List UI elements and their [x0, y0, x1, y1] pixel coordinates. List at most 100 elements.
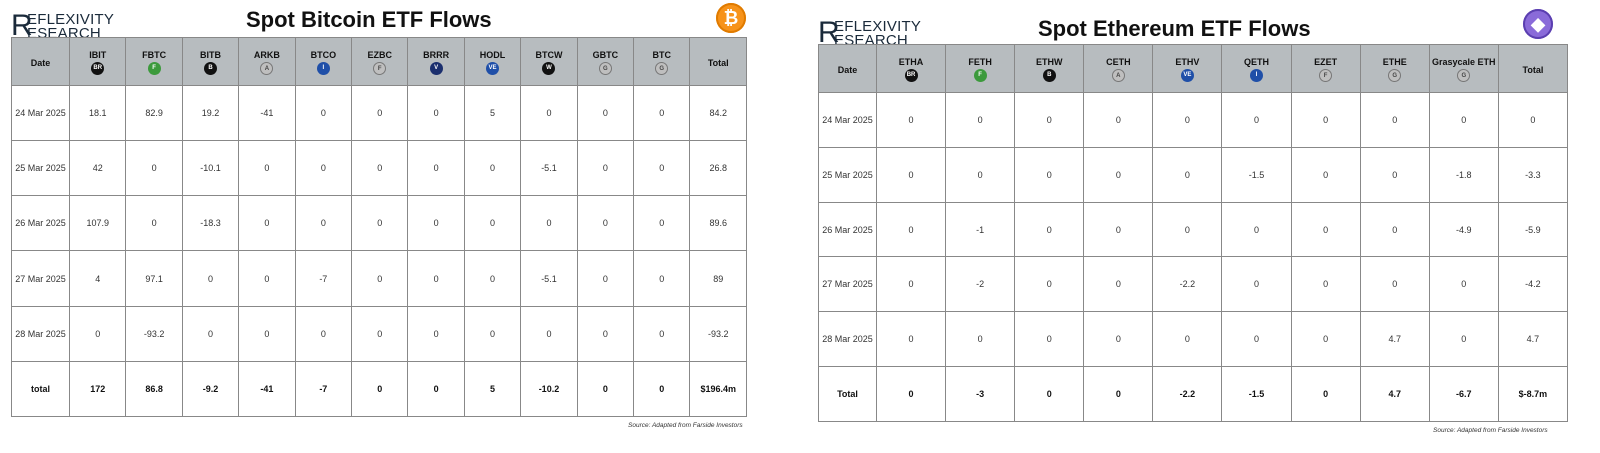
flow-value-cell: 4.7	[1359, 366, 1430, 422]
column-label: BTC	[652, 50, 672, 60]
fund-logo-icon: F	[973, 69, 987, 82]
flow-value-cell: -1.8	[1428, 146, 1499, 203]
flow-value-cell: -93.2	[125, 305, 183, 362]
column-label: QETH	[1244, 57, 1270, 67]
flow-value-cell: -10.2	[520, 360, 578, 418]
flow-value-cell: 0	[576, 305, 635, 362]
column-header-arkb: ARKB A	[238, 37, 296, 86]
row-label-cell: 26 Mar 2025	[818, 201, 877, 258]
column-label: IBIT	[89, 50, 107, 60]
fund-logo-icon: F	[147, 62, 161, 75]
flow-value-cell: 0	[875, 256, 947, 313]
flow-value-cell: -5.1	[520, 140, 578, 197]
fund-logo-icon: I	[316, 62, 330, 75]
flow-value-cell: 0	[633, 250, 691, 307]
flow-value-cell: -4.9	[1428, 201, 1499, 258]
column-label: ETHE	[1382, 57, 1407, 67]
row-label-cell: 27 Mar 2025	[11, 250, 70, 307]
flow-value-cell: 0	[351, 84, 409, 142]
flow-value-cell: 0	[1290, 146, 1361, 203]
flow-value-cell: 0	[294, 195, 353, 252]
flow-value-cell: 0	[1290, 92, 1361, 148]
flow-value-cell: -41	[238, 84, 296, 142]
flow-value-cell: -93.2	[689, 305, 747, 362]
table-row: 28 Mar 2025 0 0 0 0 0 0 0 4.7 0 4.7	[818, 311, 1569, 368]
row-label-cell: 24 Mar 2025	[818, 92, 877, 148]
flow-value-cell: 0	[875, 366, 947, 422]
flow-value-cell: 0	[407, 84, 465, 142]
fund-logo-icon: A	[260, 62, 274, 75]
flow-value-cell: 0	[1014, 201, 1085, 258]
table-row: 27 Mar 2025 0 -2 0 0 -2.2 0 0 0 0 -4.2	[818, 256, 1569, 313]
flow-value-cell: 0	[520, 84, 578, 142]
column-label: FETH	[968, 57, 992, 67]
fund-logo-icon: BR	[91, 62, 105, 75]
fund-logo-icon: W	[542, 62, 556, 75]
column-label: EZBC	[367, 50, 392, 60]
flow-value-cell: 4	[68, 250, 127, 307]
row-label-cell: 27 Mar 2025	[818, 256, 877, 313]
flow-value-cell: 0	[407, 140, 465, 197]
flow-value-cell: 0	[1359, 92, 1430, 148]
flow-value-cell: 0	[351, 195, 409, 252]
column-label: CETH	[1106, 57, 1131, 67]
fund-logo-icon: BR	[904, 69, 918, 82]
flow-value-cell: 0	[520, 305, 578, 362]
column-header-ethw: ETHW B	[1014, 44, 1085, 93]
table-row: 25 Mar 2025 0 0 0 0 0 -1.5 0 0 -1.8 -3.3	[818, 146, 1569, 203]
column-label: Date	[837, 64, 858, 75]
flow-value-cell: 4.7	[1359, 311, 1430, 368]
flow-value-cell: 0	[1221, 201, 1292, 258]
flow-value-cell: $-8.7m	[1497, 366, 1569, 422]
column-label: HODL	[479, 50, 506, 60]
flow-value-cell: 0	[351, 305, 409, 362]
column-label: ETHA	[898, 57, 924, 67]
fund-logo-icon: G	[1388, 69, 1402, 82]
flow-value-cell: -6.7	[1428, 366, 1499, 422]
column-header-gbtc: GBTC G	[576, 37, 635, 86]
row-label-cell: 28 Mar 2025	[818, 311, 877, 368]
flow-value-cell: 0	[294, 140, 353, 197]
column-header-ceth: CETH A	[1083, 44, 1154, 93]
flow-value-cell: 82.9	[125, 84, 183, 142]
fund-logo-icon: G	[655, 62, 669, 75]
flow-value-cell: 0	[633, 84, 691, 142]
column-header-hodl: HODL VE	[463, 37, 522, 86]
source-note: Source: Adapted from Farside Investors	[1433, 427, 1548, 434]
flow-value-cell: -3	[945, 366, 1016, 422]
flow-value-cell: 0	[1497, 92, 1569, 148]
flow-value-cell: 0	[238, 140, 296, 197]
column-label: Total	[1522, 64, 1544, 75]
ethereum-flows-table: Date ETHA BR FETH F ETHW B CETH A ETHV VE QETH I EZET…	[818, 44, 1569, 422]
column-header-total: Total	[689, 37, 747, 86]
flow-value-cell: $196.4m	[689, 360, 747, 418]
flow-value-cell: 0	[463, 250, 522, 307]
flow-value-cell: -1.5	[1221, 146, 1292, 203]
column-header-etha: ETHA BR	[875, 44, 947, 93]
flow-value-cell: 0	[1359, 146, 1430, 203]
flow-value-cell: 0	[945, 92, 1016, 148]
flow-value-cell: 0	[1014, 92, 1085, 148]
flow-value-cell: 0	[576, 140, 635, 197]
flow-value-cell: 0	[238, 195, 296, 252]
page-title: Spot Bitcoin ETF Flows	[246, 7, 492, 32]
flow-value-cell: -9.2	[181, 360, 240, 418]
column-header-brrr: BRRR V	[407, 37, 465, 86]
column-header-btco: BTCO I	[294, 37, 353, 86]
flow-value-cell: 97.1	[125, 250, 183, 307]
flow-value-cell: 0	[1290, 201, 1361, 258]
table-row: 26 Mar 2025 107.9 0 -18.3 0 0 0 0 0 0 0 0 89.6	[11, 195, 747, 252]
flow-value-cell: 0	[1221, 311, 1292, 368]
flow-value-cell: 0	[633, 305, 691, 362]
flow-value-cell: -5.9	[1497, 201, 1569, 258]
column-header-ethv: ETHV VE	[1152, 44, 1223, 93]
table-row: 26 Mar 2025 0 -1 0 0 0 0 0 0 -4.9 -5.9	[818, 201, 1569, 258]
flow-value-cell: 0	[294, 84, 353, 142]
column-header-ethe: ETHE G	[1359, 44, 1430, 93]
flow-value-cell: 0	[407, 360, 465, 418]
column-label: BRRR	[423, 50, 450, 60]
fund-logo-icon: F	[1319, 69, 1333, 82]
flow-value-cell: -2	[945, 256, 1016, 313]
source-note: Source: Adapted from Farside Investors	[628, 422, 743, 429]
flow-value-cell: 0	[1221, 92, 1292, 148]
